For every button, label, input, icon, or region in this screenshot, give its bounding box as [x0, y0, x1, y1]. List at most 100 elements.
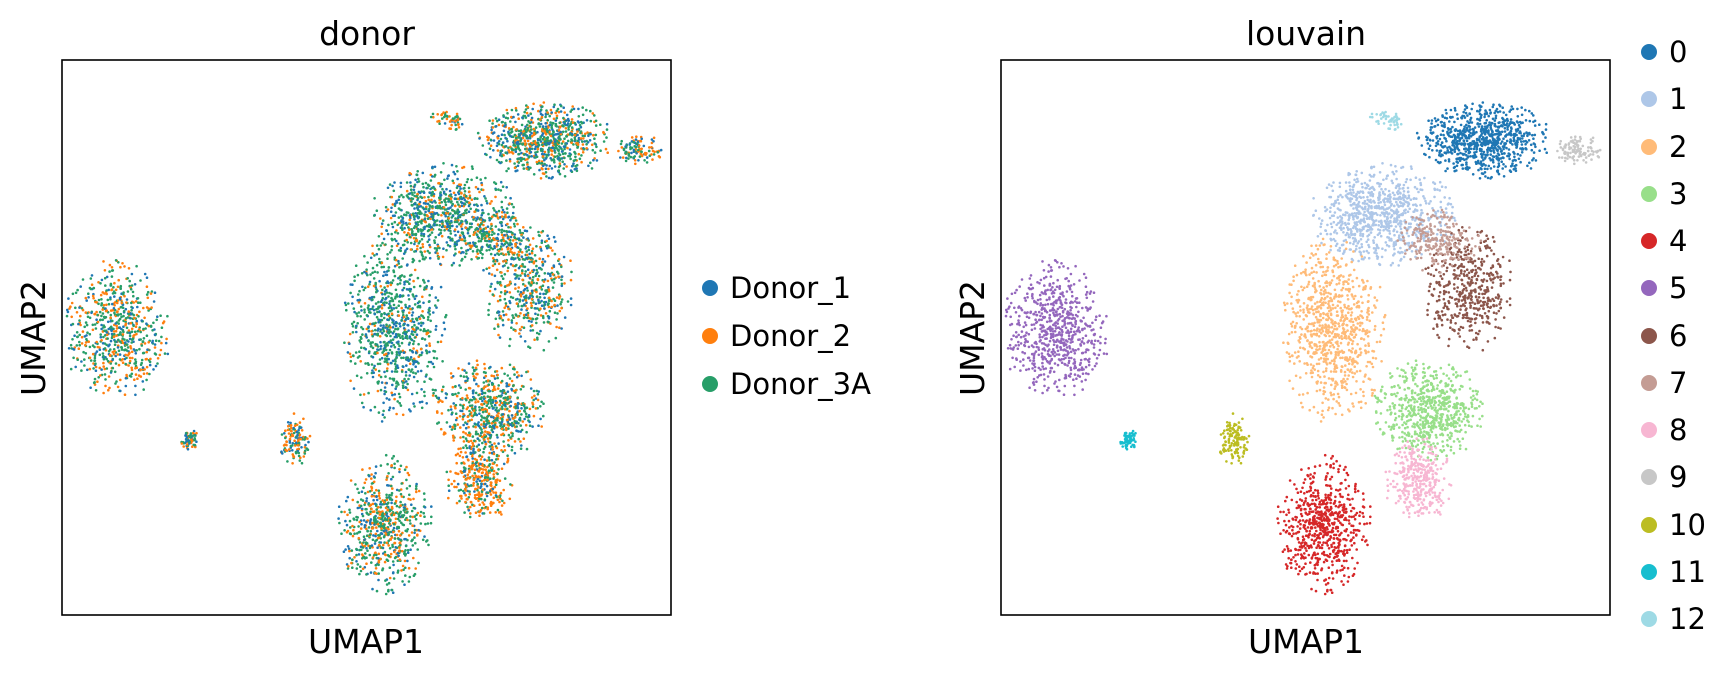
data-point [585, 108, 588, 112]
data-point [505, 108, 509, 112]
data-point [547, 315, 551, 319]
data-point [378, 310, 381, 313]
data-point [456, 208, 460, 211]
data-point [346, 495, 350, 499]
data-point [565, 113, 569, 117]
data-point [529, 387, 533, 390]
data-point [473, 378, 476, 382]
data-point [577, 115, 581, 118]
data-point [416, 228, 420, 232]
data-point [523, 127, 527, 131]
data-point [430, 186, 434, 190]
data-point [390, 484, 393, 488]
data-point [506, 407, 509, 411]
data-point [544, 289, 547, 292]
data-point [507, 130, 510, 134]
data-point [363, 481, 367, 485]
data-point [501, 217, 505, 221]
data-point [439, 231, 443, 235]
data-point [484, 197, 487, 200]
data-point [400, 569, 403, 572]
data-point [643, 159, 646, 162]
data-point [368, 322, 372, 326]
data-point [591, 148, 595, 152]
data-point [433, 239, 436, 242]
data-point [445, 222, 449, 225]
data-point [392, 406, 395, 410]
data-point [344, 303, 348, 307]
data-point [507, 225, 510, 229]
data-point [519, 231, 522, 234]
data-point [389, 361, 393, 365]
data-point [377, 489, 381, 493]
data-point [532, 173, 536, 176]
data-point [458, 117, 462, 121]
data-point [490, 415, 493, 419]
data-point [576, 140, 579, 143]
data-point [386, 533, 390, 536]
data-point [387, 539, 391, 543]
data-point [529, 283, 533, 287]
data-point [534, 307, 538, 310]
data-point [367, 503, 370, 506]
data-point [516, 290, 520, 293]
data-point [489, 285, 493, 288]
data-point [446, 115, 449, 118]
data-point [359, 527, 363, 530]
data-point [454, 385, 457, 388]
data-point [555, 318, 558, 321]
data-point [497, 134, 500, 138]
data-point [535, 160, 539, 164]
data-point [381, 567, 385, 570]
data-point [369, 503, 373, 507]
data-point [375, 209, 379, 212]
data-point [464, 432, 468, 435]
data-point [433, 165, 437, 169]
data-point [508, 396, 512, 399]
data-point [377, 572, 381, 575]
data-point [426, 522, 430, 525]
data-point [388, 576, 392, 580]
data-point [426, 329, 430, 332]
data-point [582, 147, 586, 151]
data-point [387, 314, 391, 318]
data-point [427, 315, 430, 319]
data-point [416, 197, 420, 200]
data-point [456, 118, 460, 122]
data-point [590, 167, 594, 170]
data-point [422, 234, 426, 238]
data-point [462, 375, 466, 378]
data-point [595, 159, 599, 162]
data-point [518, 228, 522, 232]
data-point [428, 377, 432, 381]
data-point [555, 133, 558, 136]
data-point [525, 447, 529, 451]
data-point [413, 528, 417, 532]
data-point [463, 255, 467, 259]
data-point [504, 215, 508, 219]
data-point [372, 498, 375, 502]
data-point [501, 277, 505, 281]
data-point [503, 133, 506, 137]
data-point [510, 445, 514, 449]
data-point [493, 403, 497, 407]
data-point [487, 383, 491, 387]
data-point [449, 405, 453, 408]
data-point [517, 117, 520, 120]
data-point [354, 362, 357, 365]
data-point [477, 486, 480, 489]
data-point [414, 239, 418, 242]
data-point [543, 142, 547, 146]
data-point [532, 301, 535, 304]
data-point [502, 129, 506, 133]
data-point [362, 486, 365, 490]
data-point [429, 115, 433, 119]
data-point [486, 138, 490, 142]
data-point [396, 310, 400, 314]
data-point [377, 300, 380, 304]
data-point [527, 114, 530, 117]
data-point [413, 218, 416, 221]
data-point [471, 435, 475, 438]
data-point [436, 299, 440, 302]
data-point [500, 366, 504, 370]
